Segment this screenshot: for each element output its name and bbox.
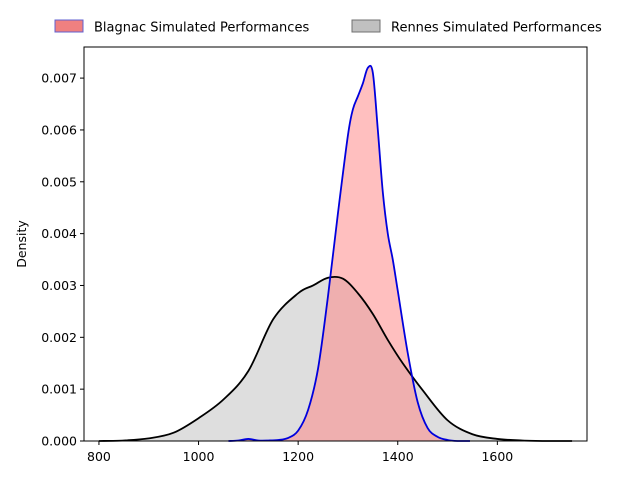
x-tick-label: 1400 [382,449,414,464]
y-axis-label: Density [14,220,29,268]
y-tick-label: 0.000 [41,434,77,449]
plot-fills [98,65,573,441]
x-axis: 800 1000 1200 1400 1600 [87,441,513,464]
plot-lines [98,64,573,442]
x-tick-label: 800 [87,449,111,464]
y-tick-label: 0.002 [41,330,77,345]
density-line-series-1 [228,64,470,442]
legend-label-series-1: Blagnac Simulated Performances [94,21,309,36]
y-tick-label: 0.001 [41,382,77,397]
y-tick-label: 0.003 [41,278,77,293]
y-tick-label: 0.007 [41,71,77,86]
y-tick-label: 0.004 [41,226,77,241]
density-area-series-1 [228,65,470,441]
density-line-series-0 [98,275,573,442]
y-axis: 0.000 0.001 0.002 0.003 0.004 0.005 0.006 0.007 [41,71,84,449]
y-tick-label: 0.005 [41,174,77,189]
plot-frame [83,46,588,442]
x-tick-label: 1600 [481,449,513,464]
legend-swatch-series-1 [54,19,84,33]
legend: Blagnac Simulated Performances Rennes Sim… [54,19,602,36]
x-tick-label: 1000 [183,449,215,464]
legend-swatch-series-0 [351,19,381,33]
legend-label-series-0: Rennes Simulated Performances [391,21,602,36]
y-tick-label: 0.006 [41,122,77,137]
x-tick-label: 1200 [282,449,314,464]
